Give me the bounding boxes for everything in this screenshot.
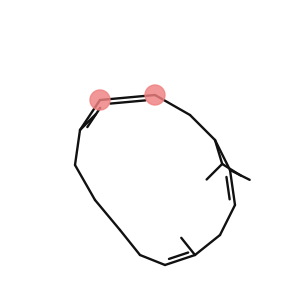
Circle shape — [90, 90, 110, 110]
Circle shape — [145, 85, 165, 105]
